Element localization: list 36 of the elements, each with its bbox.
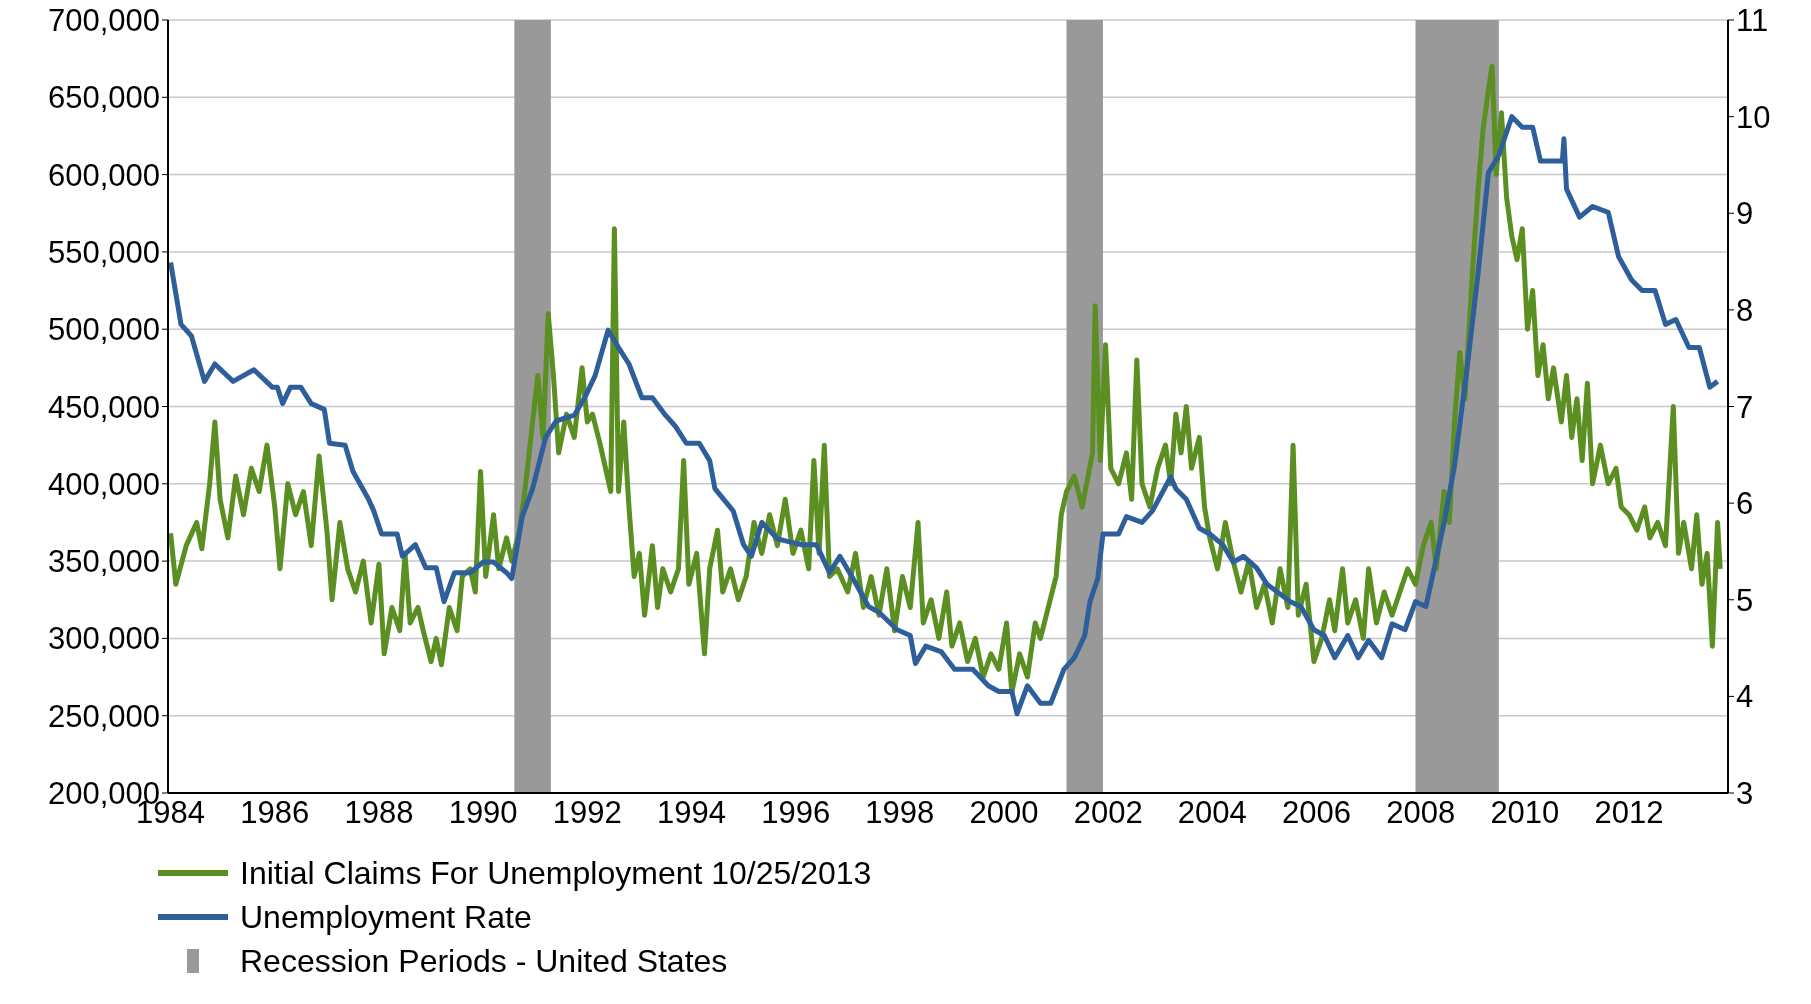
legend-label: Recession Periods - United States xyxy=(240,942,728,980)
y-tick-label: 250,000 xyxy=(47,698,160,734)
y2-tick-label: 5 xyxy=(1736,582,1754,618)
legend-label: Unemployment Rate xyxy=(240,898,532,936)
y-tick-label: 500,000 xyxy=(47,312,160,348)
y-tick-label: 300,000 xyxy=(47,621,160,657)
x-tick-label: 1990 xyxy=(448,795,518,831)
x-tick-label: 2010 xyxy=(1490,795,1560,831)
legend-label: Initial Claims For Unemployment 10/25/2013 xyxy=(240,854,872,892)
x-tick-label: 2002 xyxy=(1073,795,1143,831)
y2-tick-label: 6 xyxy=(1736,486,1754,522)
x-tick-label: 2004 xyxy=(1177,795,1247,831)
x-tick-label: 1986 xyxy=(240,795,310,831)
y2-tick-label: 8 xyxy=(1736,292,1754,328)
x-tick-label: 2000 xyxy=(969,795,1039,831)
y-tick-label: 650,000 xyxy=(47,80,160,116)
x-tick-label: 1994 xyxy=(656,795,726,831)
x-tick-label: 1998 xyxy=(865,795,935,831)
y2-tick-label: 9 xyxy=(1736,196,1754,232)
y-tick-label: 600,000 xyxy=(47,157,160,193)
x-tick-label: 2006 xyxy=(1282,795,1351,831)
y-tick-label: 700,000 xyxy=(47,3,160,39)
x-tick-label: 1996 xyxy=(761,795,831,831)
x-tick-label: 1992 xyxy=(552,795,622,831)
y-tick-label: 550,000 xyxy=(47,234,160,270)
y-tick-label: 450,000 xyxy=(47,389,160,425)
y-tick-label: 350,000 xyxy=(47,544,160,580)
x-tick-label: 2008 xyxy=(1386,795,1456,831)
x-tick-label: 2012 xyxy=(1594,795,1664,831)
y2-tick-label: 10 xyxy=(1736,99,1771,135)
y2-tick-label: 7 xyxy=(1736,389,1754,425)
y2-tick-label: 3 xyxy=(1736,776,1754,812)
y2-tick-label: 11 xyxy=(1736,3,1769,39)
x-tick-label: 1988 xyxy=(344,795,414,831)
y-tick-label: 400,000 xyxy=(47,466,160,502)
y2-tick-label: 4 xyxy=(1736,679,1754,715)
